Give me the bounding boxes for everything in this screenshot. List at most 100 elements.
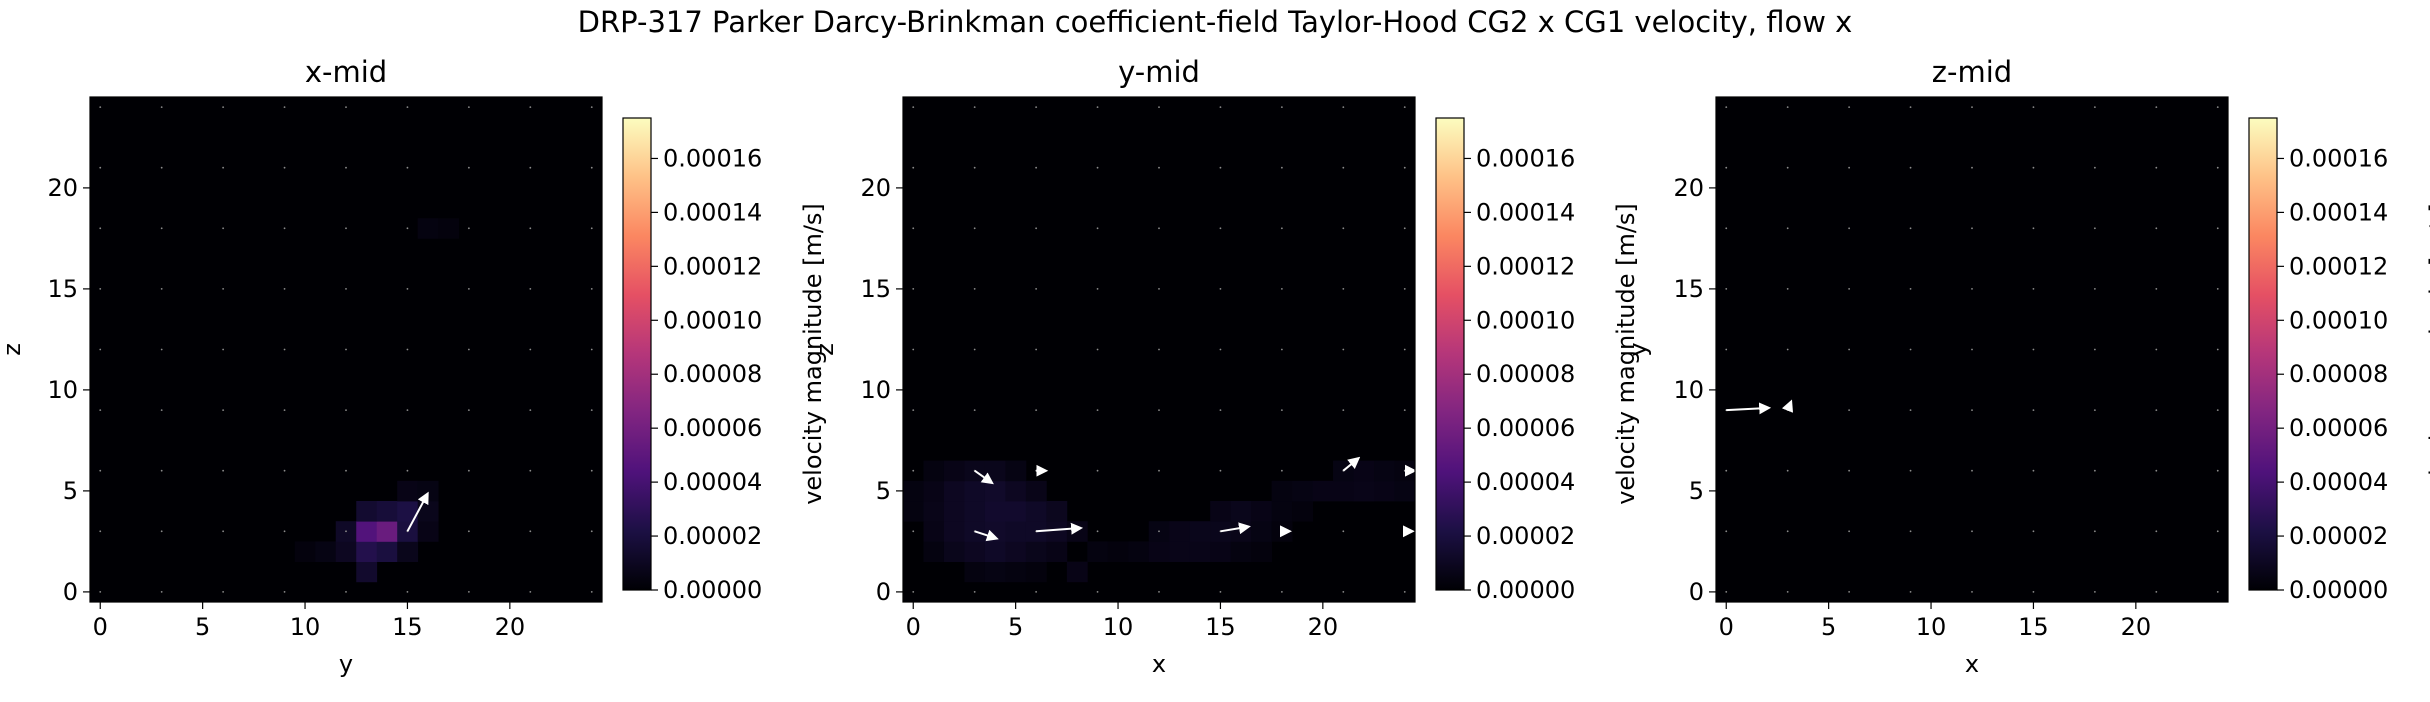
quiver-dot — [1158, 227, 1160, 230]
quiver-dot — [2093, 227, 2096, 230]
heatmap-cell — [397, 541, 419, 562]
quiver-dot — [467, 469, 470, 472]
x-tick-label: 15 — [392, 613, 423, 641]
quiver-dot — [1219, 469, 1222, 472]
quiver-dot — [467, 530, 470, 533]
quiver-dot — [406, 409, 409, 411]
quiver-dot — [283, 591, 286, 593]
heatmap-cell — [943, 521, 965, 542]
quiver-dot — [345, 469, 347, 472]
heatmap-cell — [1169, 521, 1191, 542]
panel-x-mid: 0 5 10 15 2005101520x-midyz0.000000.000020.0… — [0, 55, 827, 678]
quiver-dot — [1971, 469, 1973, 472]
quiver-dot — [973, 227, 976, 230]
y-axis-label: z — [0, 343, 26, 356]
heatmap-cell — [1189, 521, 1211, 542]
quiver-dot — [1158, 530, 1160, 533]
quiver-dot — [2216, 409, 2219, 411]
heatmap-cell — [1292, 501, 1313, 522]
quiver-dot — [1096, 530, 1099, 533]
quiver-dot — [2032, 469, 2035, 472]
quiver-dot — [1971, 409, 1973, 411]
colorbar-tick-label: 0.00010 — [663, 306, 762, 334]
quiver-dot — [912, 288, 915, 290]
colorbar-tick-label: 0.00016 — [2289, 144, 2388, 172]
quiver-dot — [1342, 166, 1345, 169]
heatmap-cell — [964, 501, 986, 522]
quiver-dot — [1848, 227, 1851, 230]
heatmap-cell — [1005, 480, 1027, 502]
heatmap-cell — [903, 480, 924, 502]
quiver-dot — [1848, 530, 1851, 533]
quiver-dot — [345, 288, 347, 290]
quiver-dot — [1786, 469, 1789, 472]
quiver-dot — [222, 469, 225, 472]
quiver-dot — [590, 227, 593, 230]
quiver-dot — [406, 227, 409, 230]
y-tick-label: 0 — [1689, 578, 1704, 606]
quiver-dot — [2093, 591, 2096, 593]
quiver-dot — [283, 409, 286, 411]
quiver-dot — [99, 469, 102, 472]
heatmap-cell — [397, 501, 419, 522]
quiver-dot — [1280, 227, 1283, 230]
quiver-dot — [1909, 530, 1912, 533]
quiver-dot — [590, 469, 593, 472]
x-tick-label: 10 — [1916, 613, 1947, 641]
y-tick-label: 0 — [876, 578, 891, 606]
quiver-dot — [406, 106, 409, 108]
quiver-dot — [160, 288, 163, 290]
quiver-dot — [1725, 348, 1728, 351]
quiver-dot — [1971, 166, 1973, 169]
colorbar-tick-label: 0.00012 — [1476, 252, 1575, 280]
heatmap-cell — [1066, 521, 1088, 542]
heatmap-cell — [1230, 501, 1252, 522]
quiver-dot — [2093, 469, 2096, 472]
quiver-dot — [467, 348, 470, 351]
colorbar-tick-label: 0.00008 — [2289, 360, 2388, 388]
quiver-dot — [1786, 591, 1789, 593]
colorbar-tick-label: 0.00000 — [2289, 576, 2388, 604]
quiver-dot — [912, 106, 915, 108]
heatmap-cell — [1353, 460, 1375, 482]
y-tick-label: 5 — [63, 477, 78, 505]
quiver-dot — [1342, 348, 1345, 351]
quiver-dot — [590, 166, 593, 169]
quiver-dot — [283, 530, 286, 533]
quiver-dot — [1035, 227, 1038, 230]
quiver-dot — [1096, 469, 1099, 472]
heatmap-cell — [1005, 460, 1027, 482]
heatmap-cell — [1046, 501, 1068, 522]
quiver-dot — [1725, 166, 1728, 169]
quiver-dot — [1848, 469, 1851, 472]
y-tick-label: 20 — [860, 174, 891, 202]
quiver-dot — [1971, 530, 1973, 533]
quiver-dot — [1848, 348, 1851, 351]
quiver-dot — [99, 227, 102, 230]
quiver-dot — [2032, 288, 2035, 290]
heatmap-cell — [356, 541, 378, 562]
quiver-dot — [912, 409, 915, 411]
quiver-dot — [1035, 166, 1038, 169]
quiver-dot — [1096, 348, 1099, 351]
colorbar-tick-label: 0.00016 — [663, 144, 762, 172]
quiver-dot — [2032, 227, 2035, 230]
heatmap-cell — [1025, 561, 1047, 583]
heatmap-cell — [1230, 521, 1252, 542]
quiver-dot — [2155, 348, 2158, 351]
quiver-dot — [1725, 530, 1728, 533]
quiver-dot — [283, 106, 286, 108]
y-tick-label: 10 — [860, 376, 891, 404]
quiver-dot — [973, 288, 976, 290]
heatmap-cell — [903, 501, 924, 522]
heatmap-cell — [943, 460, 965, 482]
quiver-dot — [529, 591, 532, 593]
heatmap-cell — [923, 501, 945, 522]
quiver-dot — [160, 227, 163, 230]
y-axis-label: z — [811, 343, 839, 356]
quiver-dot — [467, 288, 470, 290]
quiver-dot — [529, 530, 532, 533]
colorbar-tick-label: 0.00014 — [2289, 198, 2388, 226]
quiver-dot — [222, 409, 225, 411]
